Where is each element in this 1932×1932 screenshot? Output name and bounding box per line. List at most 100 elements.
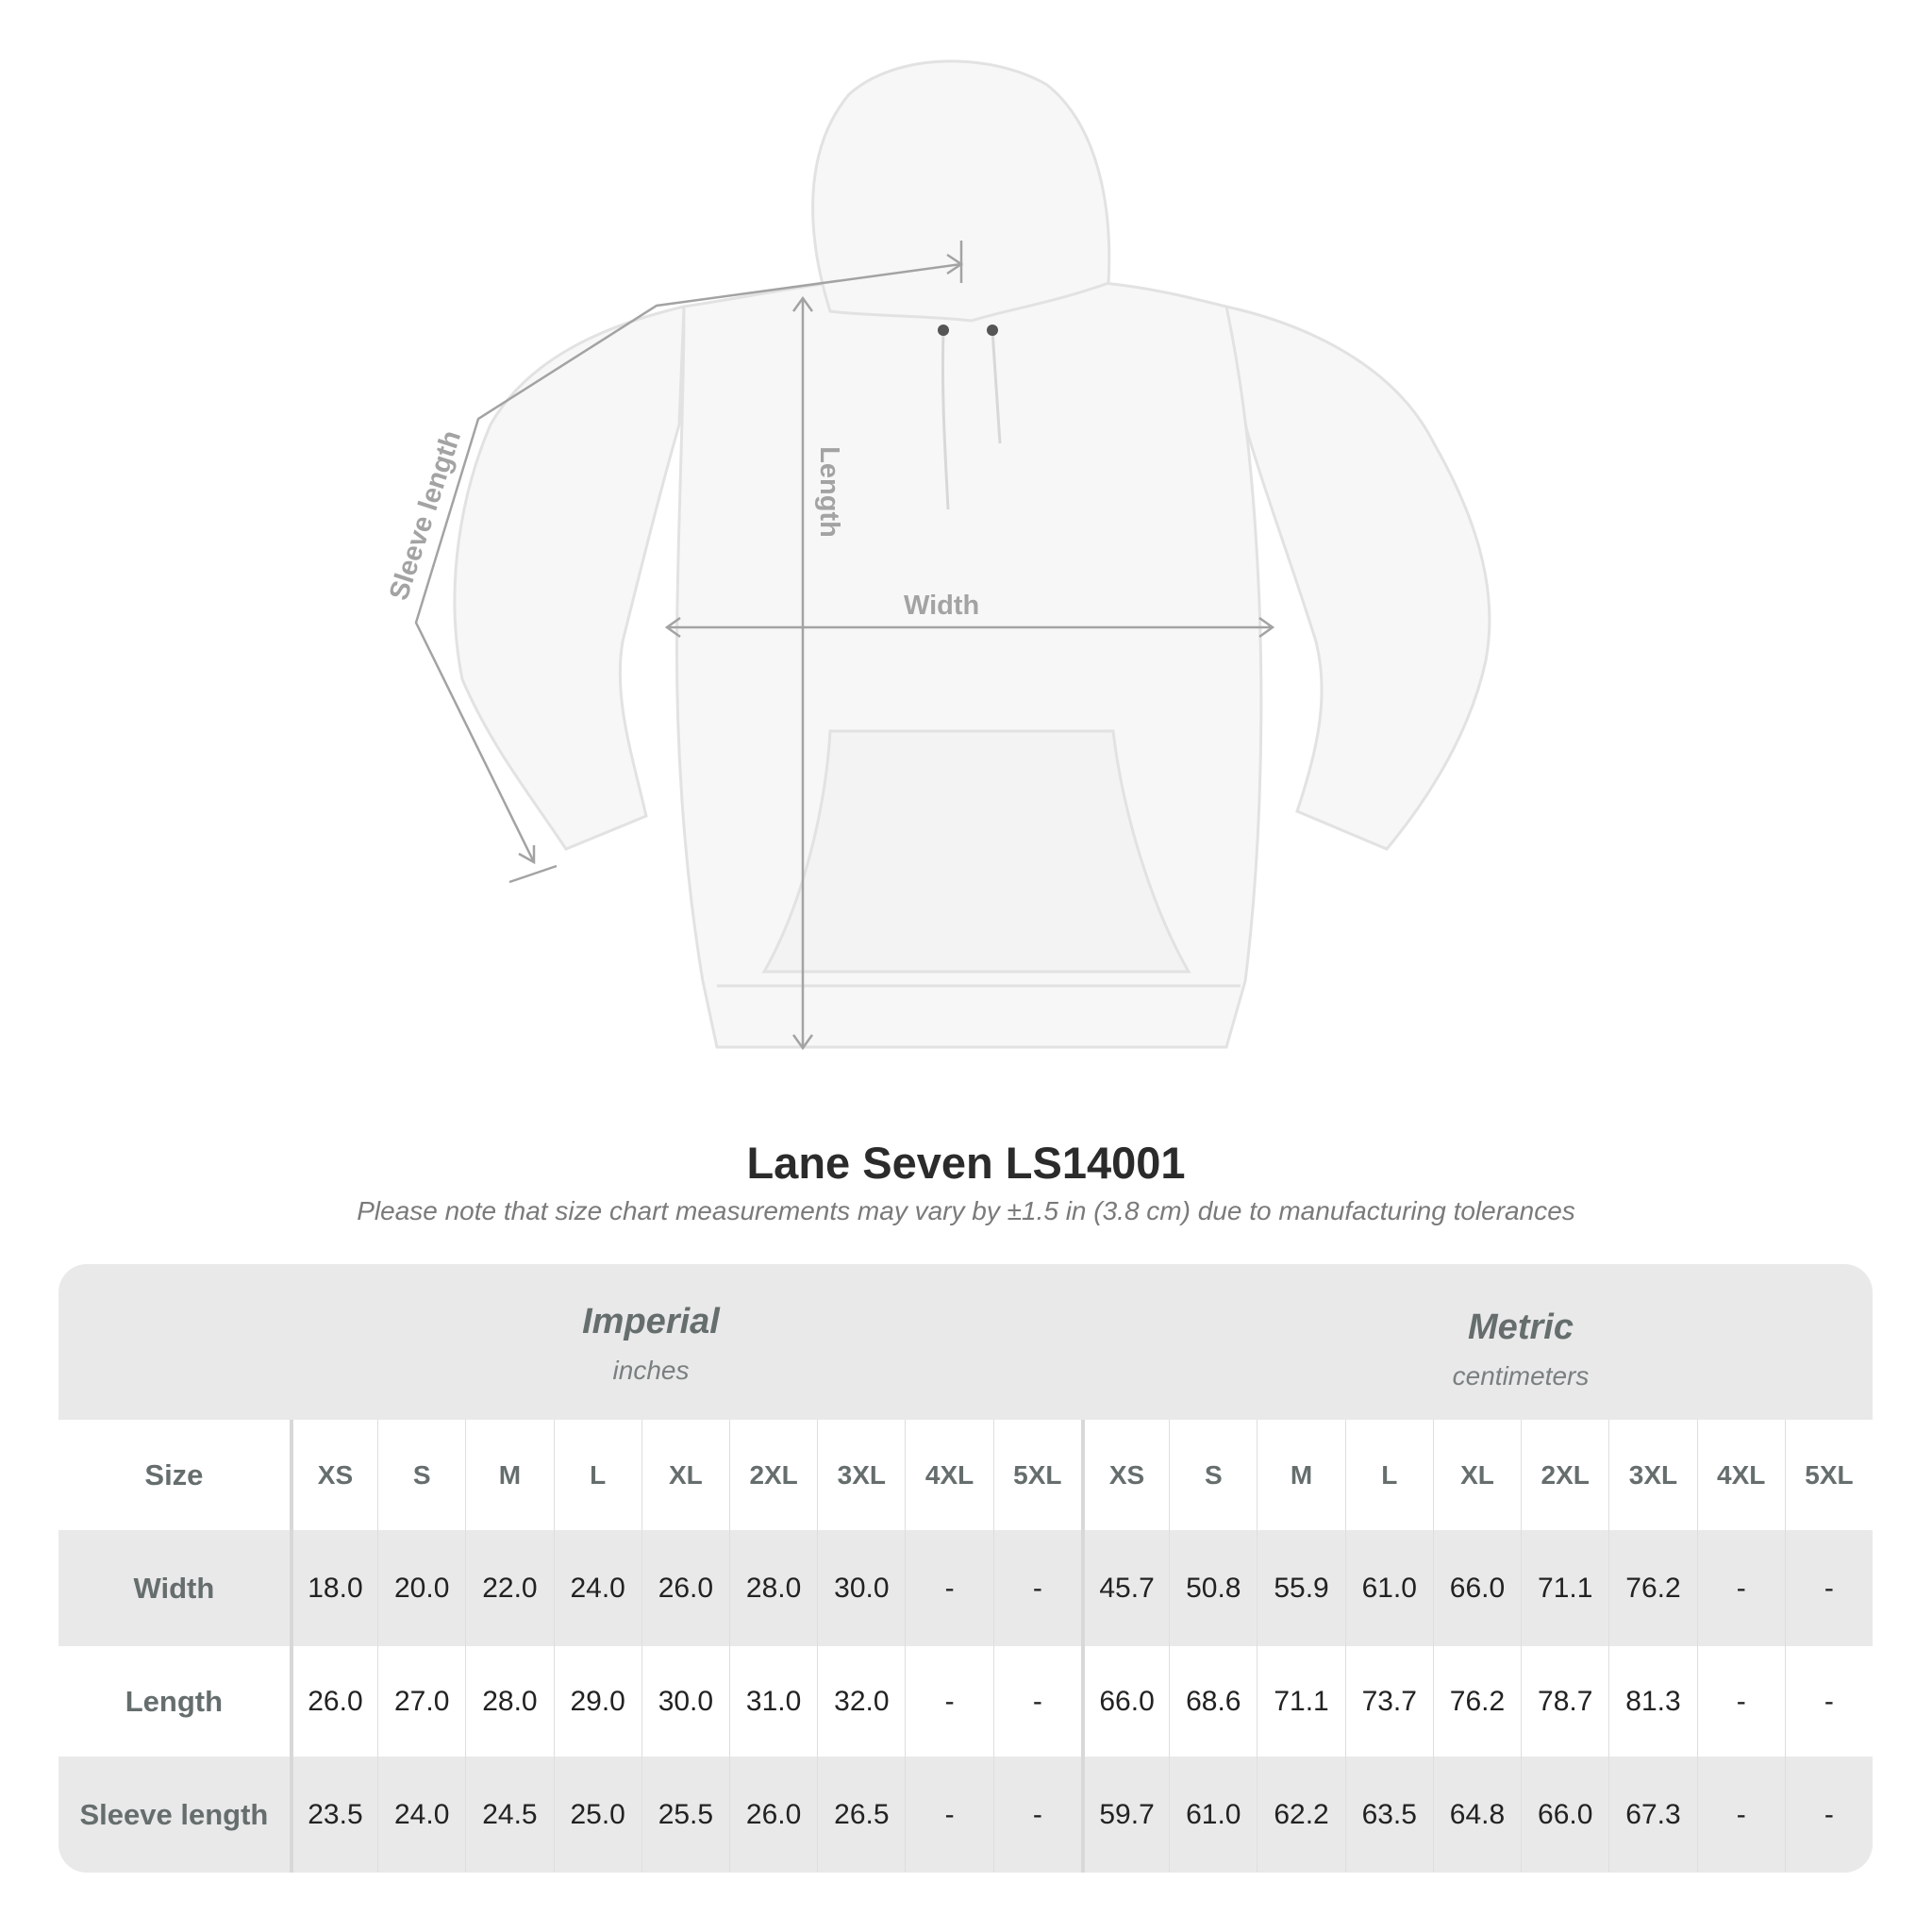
imperial-value: 25.5 [641, 1757, 729, 1873]
metric-value: 50.8 [1169, 1530, 1257, 1646]
imperial-value: 28.0 [465, 1646, 553, 1757]
metric-value: 66.0 [1432, 1530, 1521, 1646]
system-header-band [58, 1264, 1873, 1420]
metric-value: 59.7 [1080, 1757, 1169, 1873]
left-sleeve [453, 305, 686, 851]
metric-value: - [1784, 1530, 1873, 1646]
page-title: Lane Seven LS14001 [746, 1138, 1186, 1188]
imperial-value: 23.5 [289, 1757, 377, 1873]
length-arrowheads [791, 295, 814, 1051]
metric-size-4XL: 4XL [1696, 1420, 1785, 1530]
imperial-value: - [992, 1757, 1081, 1873]
imperial-value: 26.5 [817, 1757, 905, 1873]
pocket [761, 729, 1191, 974]
width-arrowheads [664, 616, 1275, 639]
imperial-value: 30.0 [817, 1530, 905, 1646]
drawstring-right [991, 329, 1002, 444]
imperial-size-M: M [465, 1420, 553, 1530]
width-label: Width [904, 591, 980, 621]
metric-value: 73.7 [1344, 1646, 1433, 1757]
metric-value: 81.3 [1608, 1646, 1696, 1757]
metric-value: - [1784, 1757, 1873, 1873]
imperial-value: 25.0 [553, 1757, 641, 1873]
imperial-header: Imperial inches [255, 1302, 1047, 1386]
imperial-value: 22.0 [465, 1530, 553, 1646]
metric-value: 68.6 [1169, 1646, 1257, 1757]
imperial-value: 24.5 [465, 1757, 553, 1873]
imperial-unit: inches [612, 1356, 690, 1385]
imperial-value: - [905, 1757, 992, 1873]
metric-header: Metric centimeters [1124, 1307, 1873, 1391]
metric-value: 66.0 [1521, 1757, 1608, 1873]
metric-value: 61.0 [1344, 1530, 1433, 1646]
row-label: Width [133, 1571, 215, 1605]
imperial-value: 24.0 [553, 1530, 641, 1646]
size-table: Imperial inches Metric centimeters Size X… [58, 1264, 1873, 1873]
imperial-value: 24.0 [377, 1757, 465, 1873]
metric-value: 78.7 [1521, 1646, 1608, 1757]
metric-value: 76.2 [1432, 1646, 1521, 1757]
metric-value: 71.1 [1257, 1646, 1344, 1757]
imperial-size-L: L [553, 1420, 641, 1530]
row-label: Length [125, 1684, 224, 1718]
metric-size-L: L [1344, 1420, 1433, 1530]
imperial-value: - [992, 1646, 1081, 1757]
hoodie-diagram [414, 59, 1491, 1051]
row-label: Sleeve length [79, 1797, 269, 1831]
imperial-size-4XL: 4XL [905, 1420, 992, 1530]
imperial-size-2XL: 2XL [729, 1420, 817, 1530]
imperial-value: 31.0 [729, 1646, 817, 1757]
metric-size-M: M [1257, 1420, 1344, 1530]
metric-value: 61.0 [1169, 1757, 1257, 1873]
table-row: Width 18.0 20.0 22.0 24.0 26.0 28.0 30.0- -45.7 5… [58, 1530, 1873, 1646]
imperial-size-3XL: 3XL [817, 1420, 905, 1530]
imperial-size-XL: XL [641, 1420, 729, 1530]
metric-value: 62.2 [1257, 1757, 1344, 1873]
metric-size-XS: XS [1080, 1420, 1169, 1530]
metric-value: 64.8 [1432, 1757, 1521, 1873]
imperial-size-5XL: 5XL [992, 1420, 1081, 1530]
imperial-value: - [992, 1530, 1081, 1646]
metric-unit: centimeters [1452, 1361, 1590, 1391]
tolerance-note: Please note that size chart measurements… [357, 1196, 1575, 1225]
metric-size-S: S [1169, 1420, 1257, 1530]
imperial-value: 26.0 [289, 1646, 377, 1757]
table-row: Length 26.0 27.0 28.0 29.0 30.0 31.0 32.0- -66.0… [58, 1646, 1873, 1757]
length-label: Length [813, 446, 844, 538]
table-row: Sleeve length 23.5 24.0 24.5 25.0 25.5 26.0 26.… [58, 1757, 1873, 1873]
metric-value: 66.0 [1080, 1646, 1169, 1757]
imperial-value: - [905, 1646, 992, 1757]
metric-value: - [1696, 1530, 1785, 1646]
metric-value: 55.9 [1257, 1530, 1344, 1646]
sleeve-length-line [414, 262, 962, 863]
imperial-value: 20.0 [377, 1530, 465, 1646]
metric-value: 76.2 [1608, 1530, 1696, 1646]
imperial-value: 29.0 [553, 1646, 641, 1757]
metric-value: 67.3 [1608, 1757, 1696, 1873]
imperial-size-S: S [377, 1420, 465, 1530]
right-sleeve [1224, 305, 1491, 851]
metric-value: 45.7 [1080, 1530, 1169, 1646]
metric-name: Metric [1468, 1307, 1574, 1347]
imperial-size-XS: XS [289, 1420, 377, 1530]
metric-value: - [1696, 1757, 1785, 1873]
imperial-value: - [905, 1530, 992, 1646]
measurement-lines [414, 241, 1275, 1051]
size-header-row: Size XS S M L XL 2XL 3XL 4XL 5XL XS S M L XL 2XL 3XL 4XL 5… [58, 1420, 1873, 1530]
size-label: Size [144, 1457, 204, 1491]
hoodie-illustration [453, 59, 1491, 1049]
imperial-value: 18.0 [289, 1530, 377, 1646]
imperial-value: 28.0 [729, 1530, 817, 1646]
metric-value: - [1696, 1646, 1785, 1757]
sleeve-length-arrowhead [508, 241, 964, 884]
metric-size-XL: XL [1432, 1420, 1521, 1530]
imperial-value: 26.0 [641, 1530, 729, 1646]
metric-size-3XL: 3XL [1608, 1420, 1696, 1530]
metric-value: - [1784, 1646, 1873, 1757]
imperial-name: Imperial [582, 1302, 720, 1341]
imperial-value: 26.0 [729, 1757, 817, 1873]
metric-value: 63.5 [1344, 1757, 1433, 1873]
metric-size-5XL: 5XL [1784, 1420, 1873, 1530]
imperial-value: 32.0 [817, 1646, 905, 1757]
hood [811, 59, 1111, 323]
